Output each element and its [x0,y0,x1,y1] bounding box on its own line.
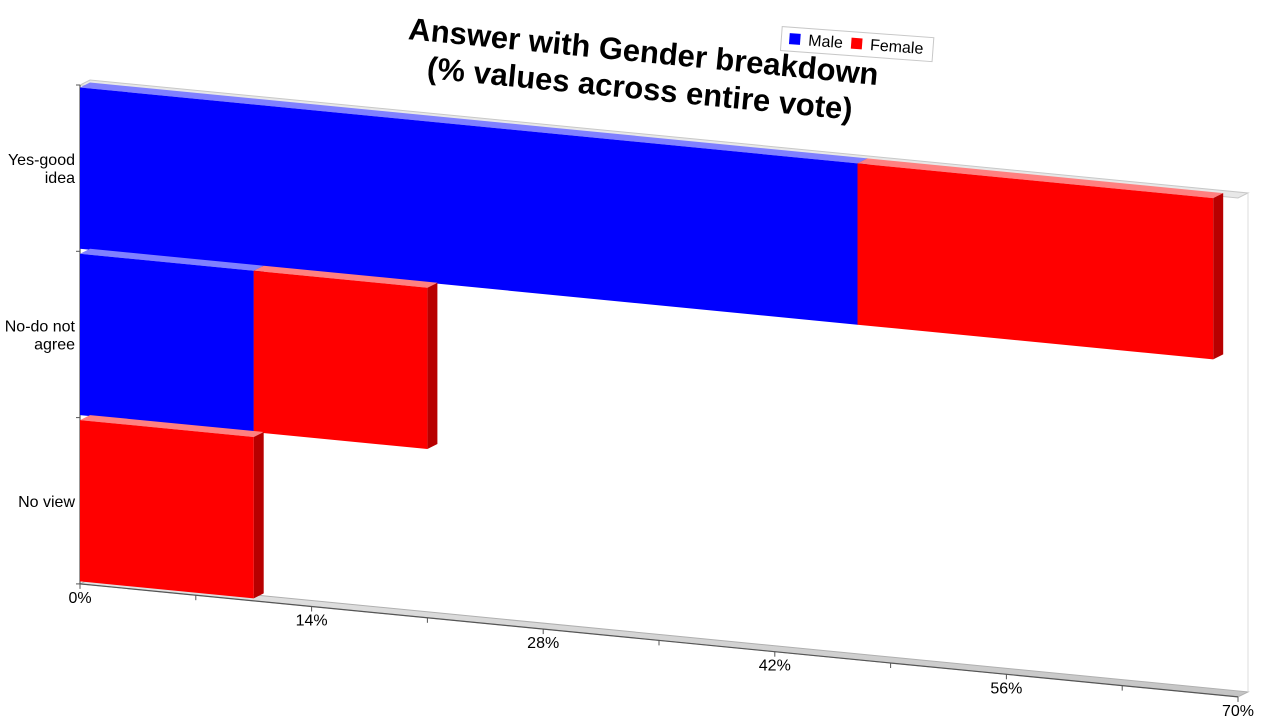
legend-swatch [850,37,863,50]
labels-layer: Yes-good idea No-do not agree No view 0% 14% 28… [5,152,1254,720]
bar-top-face [253,265,438,288]
category-label: Yes-good idea [8,152,75,187]
category-label: No-do not agree [5,318,76,353]
bar-front-face [857,163,1214,360]
bar-top-face [80,248,264,271]
legend-item-male: Male [788,33,844,53]
bar-front-face [253,270,428,449]
bars-layer [80,82,1224,599]
bar-male-2 [80,248,264,433]
value-tick-label: 0% [68,590,91,607]
value-tick-label: 14% [296,613,328,630]
bar-front-face [80,87,858,325]
bar-top-face [80,82,868,164]
value-tick-label: 70% [1222,703,1254,720]
bar-front-face [80,420,254,599]
legend-label: Female [869,37,924,58]
legend: Male Female [779,26,935,63]
bar-top-face [80,415,264,437]
bar-top-face [857,158,1224,199]
bar-female-1 [857,158,1224,360]
bar-end-face [1213,193,1224,360]
value-tick-label: 42% [759,658,791,675]
bar-end-face [253,432,264,599]
value-tick-label: 28% [527,635,559,652]
legend-item-female: Female [850,37,924,58]
value-tick-label: 56% [990,680,1022,697]
bar-female-3 [80,415,264,599]
category-label: No view [18,494,75,511]
bar-end-face [427,282,438,449]
legend-label: Male [808,33,844,53]
bar-female-2 [253,265,438,449]
bar-front-face [80,253,254,433]
legend-swatch [788,33,801,45]
